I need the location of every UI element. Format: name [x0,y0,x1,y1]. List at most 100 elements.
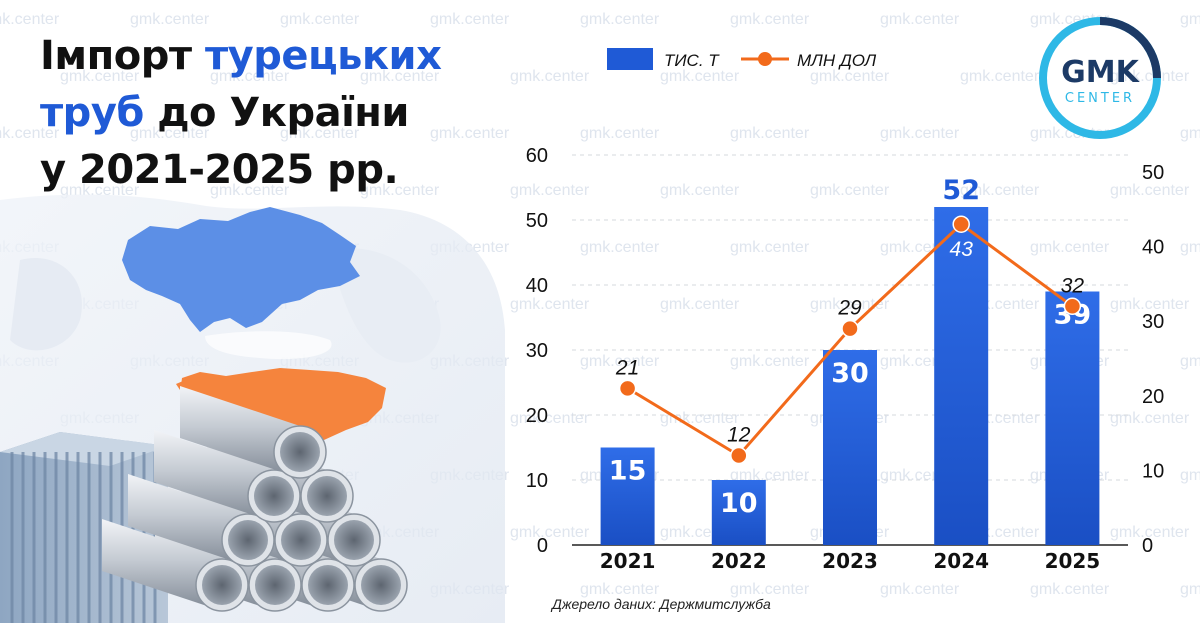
logo-sub-text: CENTER [1065,91,1135,106]
y-right-tick-label: 10 [1142,460,1164,482]
y-left-tick-label: 0 [537,535,548,557]
watermark-text: gmk.center [660,68,740,85]
y-left-tick-label: 10 [526,470,548,492]
title-line1-accent: турецьких [204,33,442,79]
watermark-text: gmk.center [730,353,810,370]
line-value-label: 43 [950,238,974,261]
watermark-text: gmk.center [580,239,660,256]
title-line1-a: Імпорт [40,33,205,79]
bar-series: 1510305239 [600,175,1100,545]
y-left-tick-label: 60 [526,145,548,167]
watermark-text: gmk.center [510,182,590,199]
line-value-label: 32 [1061,274,1085,297]
line-point-2021 [618,379,637,398]
legend-line-marker [758,52,772,66]
x-tick-label: 2023 [822,549,878,573]
watermark-text: gmk.center [880,125,960,142]
y-left-tick-label: 50 [526,210,548,232]
title-line2-b: до України [143,90,409,136]
watermark-text: gmk.center [0,125,60,142]
line-value-label: 12 [727,423,751,446]
pipe-hole [280,432,320,472]
watermark-text: gmk.center [730,239,810,256]
gmk-center-logo: GMK CENTER [1039,17,1161,139]
watermark-text: gmk.center [660,296,740,313]
watermark-text: gmk.center [880,581,960,598]
bar-value-label: 30 [831,358,869,389]
watermark-text: gmk.center [1110,68,1190,85]
page-title: Імпорт турецьких труб до України у 2021-… [40,28,442,199]
pipe-hole [255,565,295,605]
watermark-text: gmk.center [1180,11,1200,28]
y-axis-right: 0 10 20 30 40 50 [1142,162,1164,557]
x-tick-label: 2022 [711,549,767,573]
line-value-label: 29 [837,297,862,320]
watermark-text: gmk.center [1180,353,1200,370]
y-left-tick-label: 30 [526,340,548,362]
watermark-text: gmk.center [1110,524,1190,541]
watermark-text: gmk.center [360,182,440,199]
watermark-text: gmk.center [1030,239,1110,256]
watermark-text: gmk.center [730,11,810,28]
x-tick-label: 2024 [933,549,989,573]
legend-bar-swatch [607,48,653,70]
watermark-text: gmk.center [660,182,740,199]
watermark-text: gmk.center [1110,410,1190,427]
y-right-tick-label: 50 [1142,162,1164,184]
pipe-body [180,386,300,478]
line-value-label: 21 [615,356,639,379]
watermark-text: gmk.center [960,182,1040,199]
bar-value-label: 10 [720,488,758,519]
watermark-text: gmk.center [580,11,660,28]
x-tick-label: 2025 [1045,549,1101,573]
watermark-text: gmk.center [810,68,890,85]
source-note: Джерело даних: Держмитслужба [552,596,771,612]
bar-value-label: 15 [609,456,647,487]
bar-2023 [823,350,877,545]
y-right-tick-label: 30 [1142,311,1164,333]
x-axis: 2021 2022 2023 2024 2025 [600,549,1100,573]
line-series: 21 12 29 43 32 [615,215,1085,465]
pipe-hole [361,565,401,605]
watermark-text: gmk.center [510,296,590,313]
line-point-2022 [730,446,748,465]
watermark-text: gmk.center [210,182,290,199]
bar-2021 [600,447,655,545]
line-point-2025 [1063,297,1082,316]
pipe-hole [202,565,242,605]
watermark-text: gmk.center [430,11,510,28]
pipe-hole [308,565,348,605]
watermark-text: gmk.center [510,524,590,541]
watermark-text: gmk.center [1180,581,1200,598]
pipe-hole [281,520,321,560]
steel-pipes-illustration [102,386,408,612]
y-right-tick-label: 20 [1142,386,1164,408]
watermark-text: gmk.center [0,11,60,28]
watermark-text: gmk.center [510,68,590,85]
watermark-text: gmk.center [1180,239,1200,256]
bar-2024 [934,207,989,545]
ukraine-shape [122,207,360,332]
watermark-text: gmk.center [730,125,810,142]
watermark-text: gmk.center [660,410,740,427]
bar-2022 [711,480,766,545]
x-tick-label: 2021 [600,549,656,573]
legend: ТИС. Т МЛН ДОЛ [607,48,876,70]
y-axis-left: 0 10 20 30 40 50 60 [526,145,548,557]
watermark-text: gmk.center [1030,581,1110,598]
watermark-text: gmk.center [510,410,590,427]
watermark-text: gmk.center [580,353,660,370]
y-right-tick-label: 40 [1142,237,1164,259]
watermark-text: gmk.center [580,581,660,598]
pipe-hole [254,476,294,516]
y-left-tick-label: 20 [526,405,548,427]
watermark-text: gmk.center [960,68,1040,85]
watermark-text: gmk.center [60,68,140,85]
watermark-text: gmk.center [1180,125,1200,142]
bar-2025 [1045,291,1100,545]
y-left-tick-label: 40 [526,275,548,297]
watermark-text: gmk.center [210,68,290,85]
watermark-text: gmk.center [580,125,660,142]
